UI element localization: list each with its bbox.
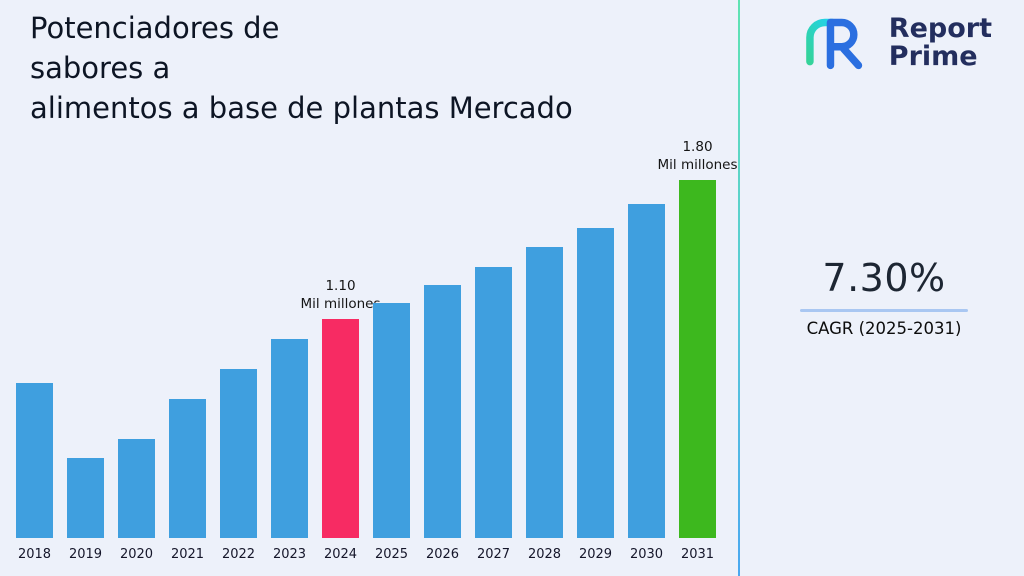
cagr-label: CAGR (2025-2031) — [806, 319, 962, 338]
cagr-value: 7.30% — [822, 256, 946, 300]
bar-2025 — [373, 303, 410, 538]
x-axis-label-2019: 2019 — [68, 547, 103, 562]
bar-2028 — [526, 247, 563, 538]
bar-column-2030: 2030 — [628, 204, 665, 562]
bar-column-2029: 2029 — [577, 228, 614, 562]
bar-2021 — [169, 399, 206, 538]
bar-column-2025: 2025 — [373, 303, 410, 562]
logo-word-report: Report — [888, 12, 992, 44]
x-axis-label-2022: 2022 — [221, 547, 256, 562]
bar-2027 — [475, 267, 512, 538]
report-prime-logo-icon — [805, 18, 862, 70]
bar-2019 — [67, 458, 104, 538]
bar-annotation-2024: 1.10 Mil millones — [300, 277, 381, 312]
bar-2026 — [424, 285, 461, 538]
logo-word-prime: Prime — [888, 41, 978, 72]
bar-2030 — [628, 204, 665, 538]
bar-2029 — [577, 228, 614, 538]
bar-2020 — [118, 439, 155, 538]
cagr-underline — [800, 309, 968, 312]
bar-2023 — [271, 339, 308, 538]
x-axis-label-2031: 2031 — [680, 547, 715, 562]
bar-chart: 2018 2019 2020 2021 2022 2023 1.10 Mil millone… — [16, 138, 738, 562]
x-axis-label-2024: 2024 — [323, 547, 358, 562]
x-axis-label-2028: 2028 — [527, 547, 562, 562]
report-prime-logo: Report Prime — [795, 12, 992, 74]
bar-annotation-2031: 1.80 Mil millones — [657, 138, 738, 173]
bar-column-2020: 2020 — [118, 439, 155, 562]
bar-2022 — [220, 369, 257, 538]
x-axis-label-2029: 2029 — [578, 547, 613, 562]
bar-2018 — [16, 383, 53, 538]
x-axis-label-2027: 2027 — [476, 547, 511, 562]
bar-2024 — [322, 319, 359, 538]
bar-column-2021: 2021 — [169, 399, 206, 562]
x-axis-label-2018: 2018 — [17, 547, 52, 562]
x-axis-label-2025: 2025 — [374, 547, 409, 562]
bar-column-2019: 2019 — [67, 458, 104, 562]
x-axis-label-2021: 2021 — [170, 547, 205, 562]
bar-column-2031: 1.80 Mil millones 2031 — [658, 138, 738, 562]
bar-column-2026: 2026 — [424, 285, 461, 562]
bar-2031 — [679, 180, 716, 538]
bar-column-2023: 2023 — [271, 339, 308, 562]
x-axis-label-2030: 2030 — [629, 547, 664, 562]
x-axis-label-2020: 2020 — [119, 547, 154, 562]
bar-column-2028: 2028 — [526, 247, 563, 562]
x-axis-label-2026: 2026 — [425, 547, 460, 562]
divider — [738, 0, 740, 576]
bar-column-2027: 2027 — [475, 267, 512, 562]
report-prime-logo-text: Report Prime — [888, 12, 992, 72]
bar-column-2024: 1.10 Mil millones 2024 — [301, 277, 381, 562]
bar-column-2022: 2022 — [220, 369, 257, 562]
bar-column-2018: 2018 — [16, 383, 53, 562]
x-axis-label-2023: 2023 — [272, 547, 307, 562]
page-title: Potenciadores de sabores a alimentos a b… — [30, 11, 573, 126]
cagr-block: 7.30% CAGR (2025-2031) — [800, 256, 968, 338]
